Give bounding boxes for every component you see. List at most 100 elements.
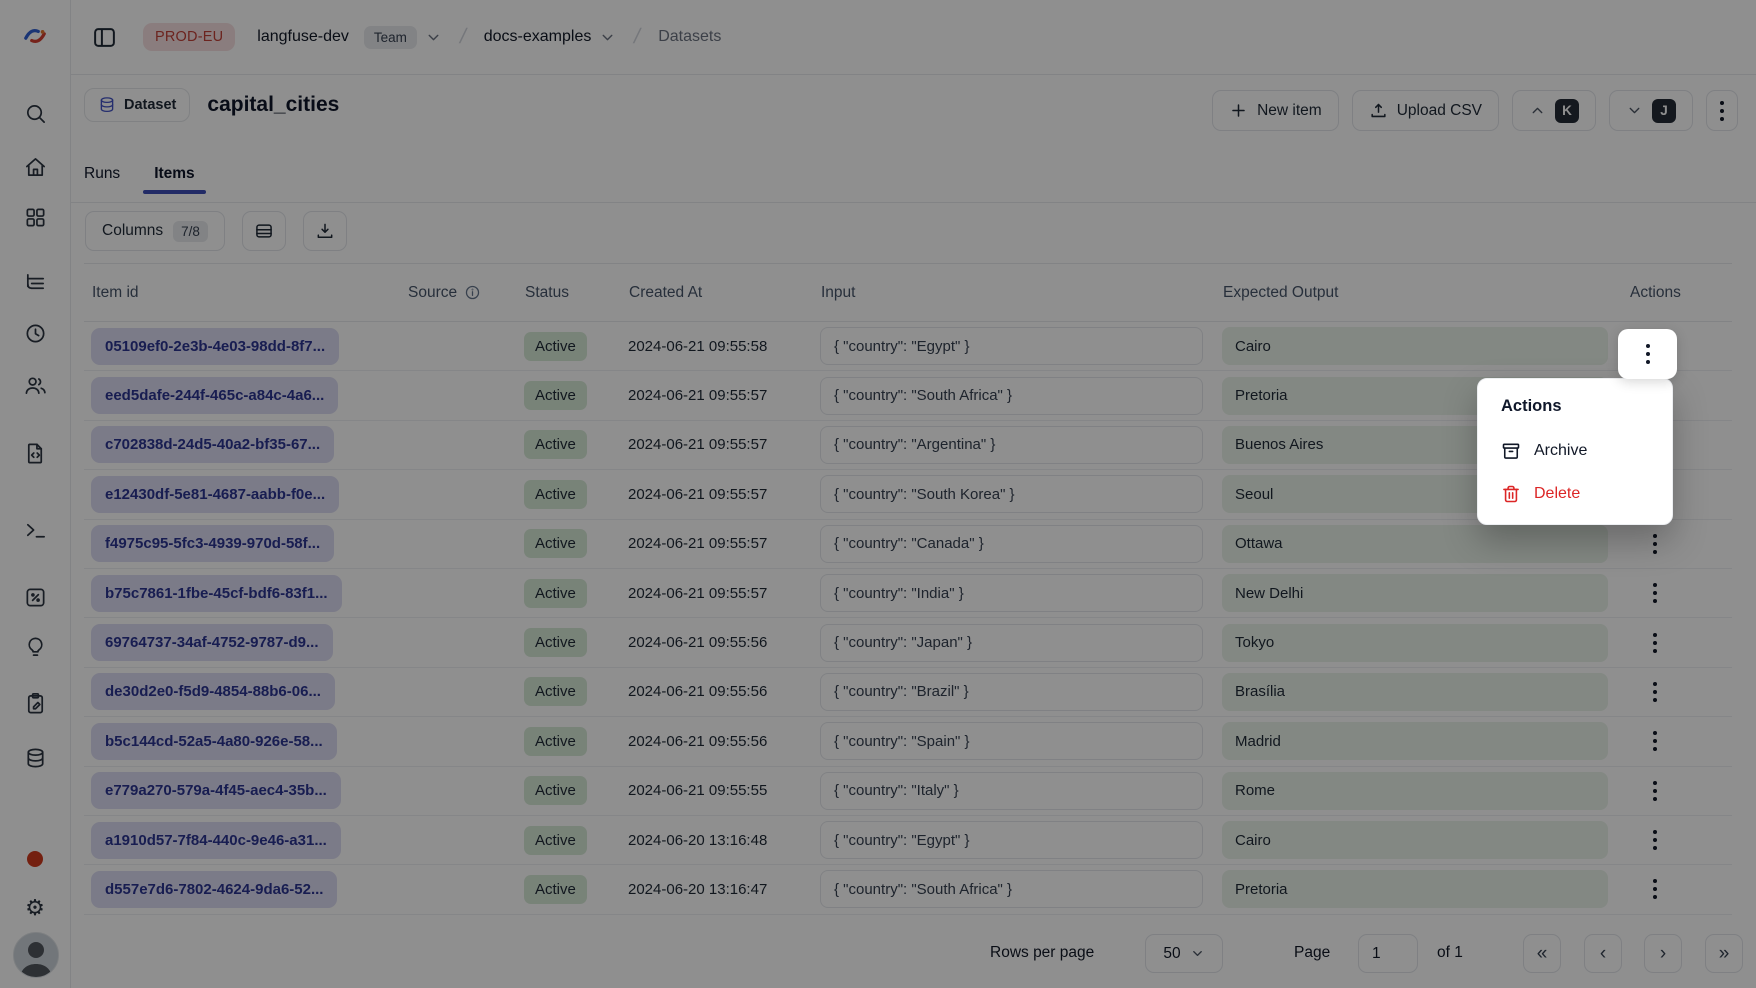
row-actions-button[interactable] [1635, 721, 1675, 761]
actions-dropdown-menu: Actions Archive Delete [1477, 378, 1673, 525]
status-cell: Active [517, 529, 621, 559]
project-name[interactable]: docs-examples [483, 28, 592, 45]
row-actions-button[interactable] [1635, 820, 1675, 860]
item-id-pill[interactable]: f4975c95-5fc3-4939-970d-58f... [91, 525, 335, 563]
row-actions-button[interactable] [1635, 524, 1675, 564]
kebab-icon [1653, 731, 1657, 752]
table-row[interactable]: b75c7861-1fbe-45cf-bdf6-83f1... Active 2… [84, 569, 1732, 619]
project-switcher-button[interactable] [599, 29, 616, 46]
item-id-pill[interactable]: b75c7861-1fbe-45cf-bdf6-83f1... [91, 574, 342, 612]
expected-output-value: Pretoria [1222, 870, 1608, 909]
langfuse-logo[interactable] [16, 20, 54, 52]
kebab-icon [1720, 100, 1724, 121]
item-id-pill[interactable]: 69764737-34af-4752-9787-d9... [91, 624, 333, 662]
user-avatar[interactable] [13, 932, 59, 978]
row-actions-button[interactable] [1635, 869, 1675, 909]
status-cell: Active [517, 726, 621, 756]
sidebar-item-annotation-queues[interactable] [15, 683, 55, 723]
item-id-pill[interactable]: b5c144cd-52a5-4a80-926e-58... [91, 722, 337, 760]
item-id-pill[interactable]: e779a270-579a-4f45-aec4-35b... [91, 772, 341, 810]
database-icon [100, 97, 114, 113]
item-id-pill[interactable]: 05109ef0-2e3b-4e03-98dd-8f7... [91, 327, 340, 365]
item-id-cell: c702838d-24d5-40a2-bf35-67... [84, 426, 400, 464]
item-id-cell: 69764737-34af-4752-9787-d9... [84, 624, 400, 662]
row-height-button[interactable] [241, 211, 286, 251]
sidebar-item-sessions[interactable] [15, 313, 55, 353]
table-row[interactable]: a1910d57-7f84-440c-9e46-a31... Active 20… [84, 816, 1732, 866]
row-actions-button[interactable] [1635, 573, 1675, 613]
sidebar-item-users[interactable] [15, 365, 55, 405]
tab-items[interactable]: Items [143, 146, 206, 202]
status-badge: Active [524, 430, 587, 460]
org-name[interactable]: langfuse-dev [257, 28, 349, 45]
input-cell: { "country": "Brazil" } [813, 672, 1215, 711]
sidebar-item-playground[interactable] [15, 510, 55, 550]
table-header-row: Item id Source Status Created At Input E… [84, 263, 1732, 322]
info-icon[interactable] [464, 284, 481, 301]
table-toolbar: Columns 7/8 [85, 211, 347, 251]
page-number-input[interactable]: 1 [1358, 934, 1418, 973]
kebab-icon [1653, 681, 1657, 702]
row-actions-button[interactable] [1635, 623, 1675, 663]
item-id-pill[interactable]: c702838d-24d5-40a2-bf35-67... [91, 426, 335, 464]
square-percent-icon [25, 587, 45, 607]
input-cell: { "country": "South Africa" } [813, 870, 1215, 909]
new-item-button[interactable]: New item [1212, 90, 1339, 131]
expected-output-value: Cairo [1222, 327, 1608, 366]
sidebar-toggle-button[interactable] [92, 25, 117, 50]
keycap-k: K [1555, 98, 1579, 123]
created-at-cell: 2024-06-21 09:55:57 [628, 485, 768, 503]
next-page-button[interactable]: › [1644, 934, 1682, 973]
sidebar-item-datasets[interactable] [15, 738, 55, 778]
table-row[interactable]: e779a270-579a-4f45-aec4-35b... Active 20… [84, 767, 1732, 816]
sidebar-item-dashboards[interactable] [15, 197, 55, 237]
table-row[interactable]: de30d2e0-f5d9-4854-88b6-06... Active 202… [84, 668, 1732, 718]
sidebar-item-search[interactable] [15, 93, 55, 133]
item-id-pill[interactable]: d557e7d6-7802-4624-9da6-52... [91, 870, 338, 908]
created-at-cell: 2024-06-21 09:55:56 [628, 634, 768, 652]
item-id-pill[interactable]: eed5dafe-244f-465c-a84c-4a6... [91, 377, 339, 415]
status-badge: Active [524, 479, 587, 509]
menu-item-delete[interactable]: Delete [1501, 484, 1580, 504]
table-row[interactable]: 69764737-34af-4752-9787-d9... Active 202… [84, 618, 1732, 668]
item-id-pill[interactable]: a1910d57-7f84-440c-9e46-a31... [91, 821, 341, 859]
status-badge: Active [524, 677, 587, 707]
upload-csv-button[interactable]: Upload CSV [1351, 90, 1499, 131]
input-cell: { "country": "Egypt" } [813, 821, 1215, 860]
item-id-pill[interactable]: e12430df-5e81-4687-aabb-f0e... [91, 475, 340, 513]
sidebar-item-tracing[interactable] [15, 262, 55, 302]
table-row[interactable]: 05109ef0-2e3b-4e03-98dd-8f7... Active 20… [84, 322, 1732, 372]
breadcrumb-section[interactable]: Datasets [658, 28, 722, 45]
tracing-tree-icon [26, 273, 44, 289]
prev-item-button[interactable]: K [1512, 90, 1596, 131]
rows-per-page-label: Rows per page [990, 944, 1095, 961]
sidebar-item-llm-judge[interactable] [15, 627, 55, 667]
org-switcher-button[interactable] [425, 29, 442, 46]
table-row[interactable]: d557e7d6-7802-4624-9da6-52... Active 202… [84, 865, 1732, 915]
col-header-actions: Actions [1630, 283, 1681, 301]
avatar-photo [14, 933, 58, 977]
next-item-button[interactable]: J [1609, 90, 1693, 131]
export-button[interactable] [302, 211, 347, 251]
tab-runs[interactable]: Runs [73, 146, 131, 202]
sidebar-item-home[interactable] [15, 147, 55, 187]
sidebar-item-evaluation[interactable] [15, 577, 55, 617]
kebab-icon [1653, 583, 1657, 604]
table-row[interactable]: f4975c95-5fc3-4939-970d-58f... Active 20… [84, 520, 1732, 569]
menu-item-archive[interactable]: Archive [1501, 441, 1587, 461]
sidebar-item-prompts[interactable] [15, 433, 55, 473]
row-actions-button-active[interactable] [1618, 329, 1677, 379]
status-badge: Active [524, 726, 587, 756]
dataset-more-actions-button[interactable] [1706, 90, 1738, 131]
prev-page-button[interactable]: ‹ [1584, 934, 1622, 973]
page-size-select[interactable]: 50 [1145, 934, 1223, 973]
columns-button[interactable]: Columns 7/8 [85, 211, 225, 251]
row-actions-button[interactable] [1635, 672, 1675, 712]
first-page-button[interactable]: « [1523, 934, 1561, 973]
table-row[interactable]: b5c144cd-52a5-4a80-926e-58... Active 202… [84, 717, 1732, 767]
last-page-button[interactable]: » [1705, 934, 1743, 973]
sidebar-item-settings[interactable]: ⚙ [15, 888, 55, 928]
dataset-badge-label: Dataset [124, 97, 177, 113]
row-actions-button[interactable] [1635, 771, 1675, 811]
item-id-pill[interactable]: de30d2e0-f5d9-4854-88b6-06... [91, 673, 335, 711]
